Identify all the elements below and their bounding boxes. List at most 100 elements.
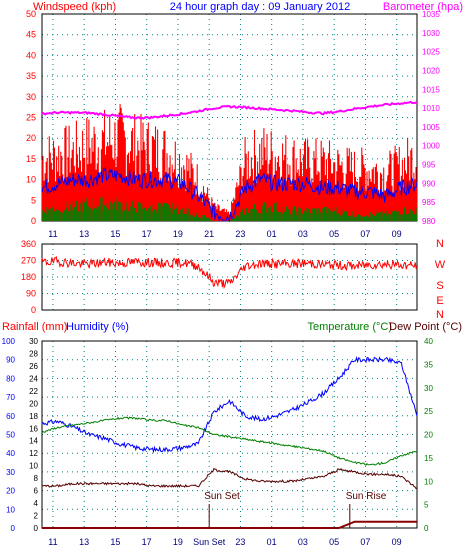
direction-y-tick: 180 (21, 272, 36, 282)
temperature-y-tick: 25 (424, 407, 433, 416)
barometer-y-tick: 1010 (422, 104, 440, 113)
wind-x-tick: 15 (110, 229, 120, 239)
rainfall-axis-label: Rainfall (mm) (2, 321, 67, 333)
rain-y-tick: 26 (29, 362, 38, 371)
barometer-y-tick: 990 (422, 179, 436, 188)
wind-y-tick: 10 (26, 175, 36, 185)
humidity-y-tick: 0 (11, 524, 16, 533)
wind-x-tick: 17 (142, 229, 152, 239)
direction-y-tick: 0 (31, 305, 36, 315)
rain-y-tick: 0 (34, 524, 39, 533)
rain-y-tick: 12 (29, 449, 38, 458)
temperature-y-tick: 10 (424, 477, 433, 486)
temperature-y-tick: 15 (424, 454, 433, 463)
wind-x-tick: 01 (267, 229, 277, 239)
temperature-y-tick: 5 (424, 501, 429, 510)
humidity-y-tick: 20 (6, 487, 15, 496)
humidity-y-tick: 50 (6, 431, 15, 440)
humidity-y-tick: 70 (6, 393, 15, 402)
grid-lines (42, 13, 417, 529)
rainfall-series (42, 520, 417, 529)
barometer-series (41, 100, 418, 120)
wind-y-tick: 45 (26, 30, 36, 40)
barometer-y-tick: 1005 (422, 123, 440, 132)
dewpoint-axis-label: Dew Point (°C) (389, 321, 462, 333)
humidity-y-tick: 40 (6, 449, 15, 458)
temperature-axis-label: Temperature (°C) (308, 321, 392, 333)
wind-direction-series (41, 255, 418, 290)
compass-label: N (436, 309, 444, 321)
temperature-x-tick: 13 (79, 537, 89, 547)
humidity-y-tick: 90 (6, 356, 15, 365)
temperature-x-tick: 11 (48, 537, 57, 547)
temperature-x-tick: 23 (235, 537, 245, 547)
wind-y-tick: 40 (26, 50, 36, 60)
temperature-y-tick: 40 (424, 337, 433, 346)
rain-y-tick: 16 (29, 424, 38, 433)
temperature-x-tick: 05 (329, 537, 339, 547)
wind-y-tick: 5 (31, 195, 36, 205)
compass-label: N (436, 238, 444, 250)
temperature-x-tick: 09 (392, 537, 402, 547)
wind-x-tick: 11 (48, 229, 57, 239)
rain-y-tick: 10 (29, 462, 38, 471)
rain-y-tick: 24 (29, 374, 38, 383)
temperature-series (41, 416, 418, 466)
rain-y-tick: 18 (29, 412, 38, 421)
barometer-y-tick: 980 (422, 217, 436, 226)
temperature-x-tick: Sun Set (193, 537, 226, 547)
rain-y-tick: 2 (34, 512, 39, 521)
sunset-annotation: Sun Set (204, 491, 240, 502)
humidity-series (41, 355, 418, 454)
wind-y-tick: 35 (26, 71, 36, 81)
rain-y-tick: 14 (29, 437, 38, 446)
wind-x-tick: 07 (360, 229, 370, 239)
temperature-x-tick: 17 (142, 537, 152, 547)
rain-y-tick: 6 (34, 487, 39, 496)
rain-y-tick: 30 (29, 337, 38, 346)
temperature-x-tick: 07 (360, 537, 370, 547)
temperature-y-tick: 35 (424, 360, 433, 369)
wind-y-tick: 0 (31, 216, 36, 226)
barometer-y-tick: 1030 (422, 29, 440, 38)
direction-y-tick: 360 (21, 239, 36, 249)
temperature-y-tick: 0 (424, 524, 429, 533)
wind-average-series (41, 166, 418, 223)
wind-y-tick: 25 (26, 113, 36, 123)
wind-x-tick: 09 (392, 229, 402, 239)
tick-labels: 0510152025303540455098098599099510001005… (2, 9, 446, 547)
dew-point-series (41, 467, 418, 490)
chart-title: 24 hour graph day : 09 January 2012 (170, 1, 350, 13)
temperature-x-tick: 01 (267, 537, 277, 547)
barometer-y-tick: 1035 (422, 10, 440, 19)
humidity-y-tick: 60 (6, 412, 15, 421)
direction-y-tick: 90 (26, 289, 36, 299)
compass-label: S (436, 280, 443, 292)
direction-panel-frame (41, 243, 418, 311)
compass-label: E (436, 295, 443, 307)
windspeed-axis-label: Windspeed (kph) (33, 1, 116, 13)
panel-frames (41, 13, 418, 529)
temperature-y-tick: 30 (424, 384, 433, 393)
rain-y-tick: 20 (29, 399, 38, 408)
temperature-y-tick: 20 (424, 431, 433, 440)
humidity-axis-label: Humidity (%) (66, 321, 129, 333)
barometer-y-tick: 1025 (422, 48, 440, 57)
rain-y-tick: 8 (34, 474, 39, 483)
humidity-y-tick: 10 (6, 505, 15, 514)
rain-y-tick: 4 (34, 499, 39, 508)
wind-y-tick: 50 (26, 9, 36, 19)
temperature-x-tick: 03 (298, 537, 308, 547)
barometer-y-tick: 1020 (422, 66, 440, 75)
barometer-y-tick: 1000 (422, 142, 440, 151)
temperature-x-tick: 19 (173, 537, 183, 547)
humidity-y-tick: 100 (2, 337, 16, 346)
temperature-x-tick: 15 (110, 537, 120, 547)
wind-gust-series (41, 104, 418, 221)
wind-x-tick: 13 (79, 229, 89, 239)
wind-x-tick: 21 (204, 229, 214, 239)
rain-y-tick: 22 (29, 387, 38, 396)
barometer-y-tick: 995 (422, 161, 436, 170)
barometer-y-tick: 1015 (422, 85, 440, 94)
